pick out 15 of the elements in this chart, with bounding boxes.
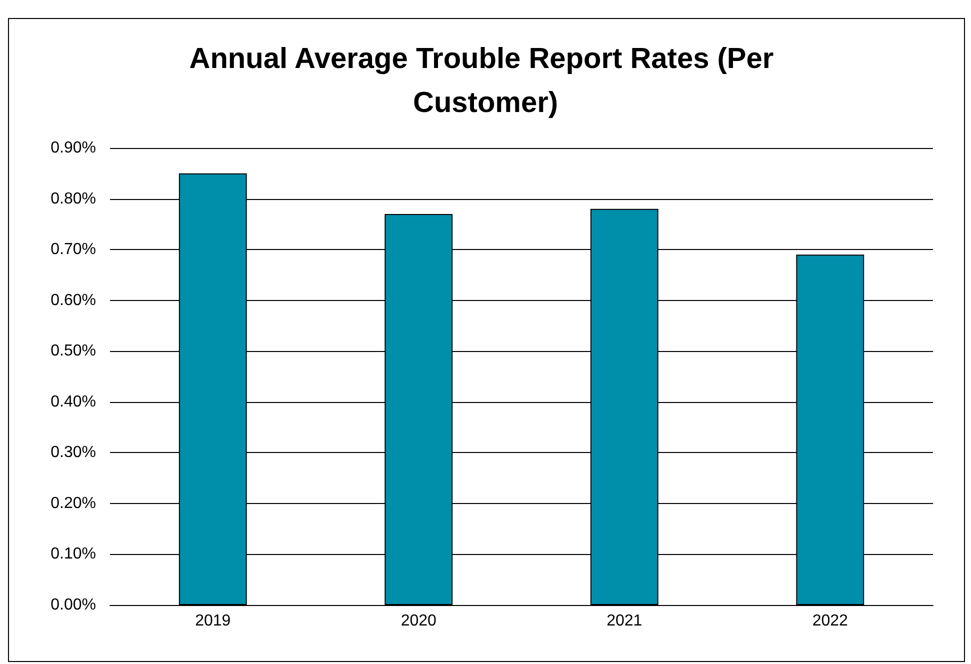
x-tick-label: 2020 [400, 612, 437, 630]
y-tick-label: 0.50% [50, 342, 96, 360]
y-tick-label: 0.80% [50, 190, 96, 208]
x-tick-label: 2019 [195, 612, 231, 630]
y-tick-label: 0.30% [50, 444, 96, 462]
chart-title: Annual Average Trouble Report Rates (Per Customer) [189, 43, 782, 119]
y-tick-label: 0.00% [50, 596, 96, 614]
y-tick-label: 0.20% [50, 494, 96, 512]
y-tick-label: 0.70% [50, 241, 96, 258]
x-tick-label: 2021 [606, 612, 642, 630]
y-tick-label: 0.40% [50, 393, 96, 410]
y-tick-label: 0.60% [50, 292, 96, 309]
y-tick-label: 0.10% [50, 546, 96, 563]
y-tick-label: 0.90% [50, 140, 96, 156]
x-tick-label: 2022 [812, 612, 848, 630]
